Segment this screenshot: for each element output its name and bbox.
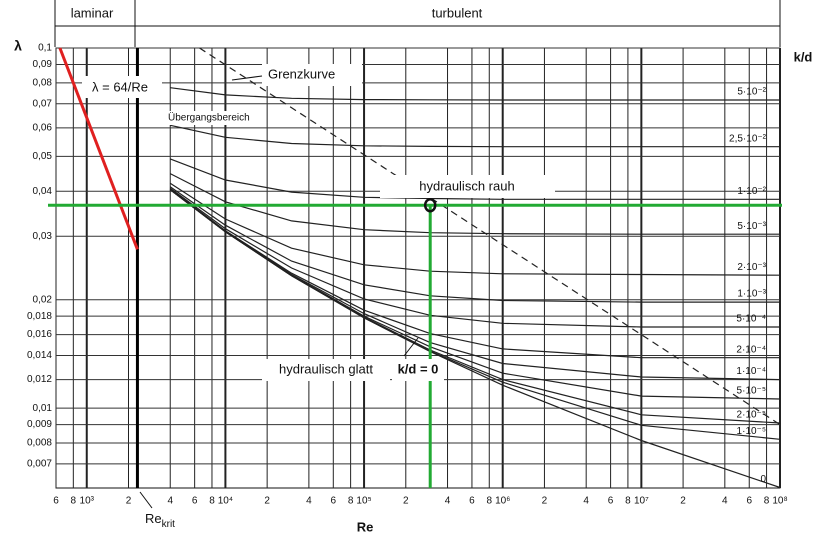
y-tick-label: 0,02: [33, 294, 53, 305]
y-tick-label: 0,01: [33, 403, 53, 414]
y-tick-label: 0,07: [33, 98, 53, 109]
annotation: hydraulisch glatt: [279, 361, 373, 376]
x-tick-label: 6: [192, 496, 198, 507]
x-tick-label: 4: [167, 496, 173, 507]
y-tick-label: 0,09: [33, 59, 53, 70]
x-tick-label: 4: [445, 496, 451, 507]
x-tick-label: 2: [264, 496, 270, 507]
label-bg: [380, 175, 555, 198]
x-tick-label: 8: [71, 496, 77, 507]
annotations: λ = 64/Re Übergangsbereich hydraulisch r…: [82, 64, 555, 530]
x-tick-label: 2: [542, 496, 548, 507]
x-tick-label: 4: [722, 496, 728, 507]
x-tick-label: 10⁵: [356, 496, 371, 507]
friction-curve: [169, 187, 780, 328]
annotation: Übergangsbereich: [168, 112, 250, 124]
annotation: λ = 64/Re: [92, 79, 148, 94]
x-tick-label: 4: [306, 496, 312, 507]
y-tick-label: 0,009: [27, 419, 52, 430]
x-tick-label: 6: [53, 496, 59, 507]
y-tick-label: 0,08: [33, 78, 53, 89]
y-tick-label: 0,04: [33, 186, 53, 197]
friction-curve: [170, 87, 780, 101]
x-tick-label: 8: [764, 496, 770, 507]
y-axis-label: λ: [14, 38, 22, 54]
annotation: hydraulisch rauh: [419, 178, 514, 193]
y-tick-label: 0,018: [27, 311, 52, 322]
x-tick-label: 10³: [80, 496, 95, 507]
label-bg: [166, 111, 264, 125]
x-tick-label: 10⁸: [772, 496, 787, 507]
x-tick-label: 8: [209, 496, 215, 507]
region-label: laminar: [71, 5, 114, 20]
re-krit-sub: krit: [162, 519, 176, 530]
label-bg: [262, 359, 390, 381]
curve-label: 1·10⁻⁵: [737, 426, 766, 437]
x-tick-label: 6: [746, 496, 752, 507]
y-tick-label: 0,014: [27, 350, 52, 361]
curve-label: 5·10⁻³: [737, 221, 766, 232]
x-tick-label: 6: [331, 496, 337, 507]
re-krit-main: Re: [145, 511, 162, 526]
x-tick-label: 10⁷: [634, 496, 649, 507]
label-bg: [392, 359, 444, 381]
friction-curve: [169, 189, 781, 489]
curve-label: 5·10⁻⁵: [737, 386, 766, 397]
x-tick-label: 10⁶: [495, 496, 510, 507]
curve-label: 1·10⁻⁴: [736, 366, 766, 377]
curve-label: 5·10⁻⁴: [736, 314, 766, 325]
friction-curve: [169, 186, 780, 303]
y2-axis-label: k/d: [794, 49, 813, 64]
curve-label: 1·10⁻³: [737, 289, 766, 300]
x-tick-label: 2: [126, 496, 132, 507]
x-tick-label: 4: [583, 496, 589, 507]
annotation: Grenzkurve: [268, 66, 335, 81]
curves: 5·10⁻² 2,5·10⁻² 1·10⁻² 5·10⁻³ 2·10⁻³ 1·10⁻³ 5·…: [48, 47, 782, 489]
y-tick-label: 0,016: [27, 329, 52, 340]
x-tick-label: 6: [469, 496, 475, 507]
y-tick-label: 0,03: [33, 231, 53, 242]
curve-label: 2·10⁻³: [737, 262, 766, 273]
pointer: [231, 75, 263, 81]
curve-label: 2·10⁻⁴: [736, 344, 766, 355]
label-bg: [262, 64, 362, 86]
y-tick-label: 0,007: [27, 459, 52, 470]
curve-label: 2,5·10⁻²: [729, 133, 767, 144]
y-tick-label: 0,008: [27, 438, 52, 449]
friction-curve: [170, 124, 780, 148]
region-label: turbulent: [432, 5, 483, 20]
re-krit-label: Rekrit: [145, 511, 175, 529]
x-tick-label: 2: [680, 496, 686, 507]
x-tick-label: 6: [608, 496, 614, 507]
x-tick-label: 8: [348, 496, 354, 507]
limit-curve: [199, 47, 781, 426]
x-tick-label: 8: [625, 496, 631, 507]
curve-label: 2·10⁻⁵: [737, 410, 766, 421]
curve-label: 5·10⁻²: [737, 87, 766, 98]
y-tick-label: 0,06: [33, 123, 53, 134]
y-tick-label: 0,1: [38, 43, 52, 54]
curve-label: 1·10⁻²: [737, 186, 766, 197]
annotation: k/d = 0: [398, 361, 439, 376]
reading-point: [423, 197, 437, 213]
curve-label: 0: [760, 474, 766, 485]
pointer: [403, 337, 419, 357]
label-bg: [82, 76, 162, 98]
x-tick-label: 10⁴: [218, 496, 233, 507]
x-tick-label: 2: [403, 496, 409, 507]
pointer: [139, 491, 153, 509]
x-axis-label: Re: [357, 519, 374, 534]
y-tick-label: 0,05: [33, 151, 53, 162]
y-tick-label: 0,012: [27, 374, 52, 385]
friction-curve: [169, 182, 781, 276]
laminar-line: [58, 47, 139, 250]
x-tick-label: 8: [486, 496, 492, 507]
